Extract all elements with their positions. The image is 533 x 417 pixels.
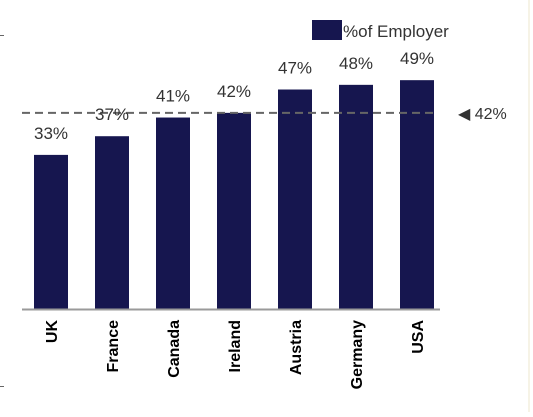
bar-germany xyxy=(339,85,373,309)
bar-ireland xyxy=(217,113,251,309)
category-label-ireland: Ireland xyxy=(227,320,244,372)
legend-label: %of Employer xyxy=(343,22,449,41)
category-label-austria: Austria xyxy=(288,320,305,375)
category-label-germany: Germany xyxy=(349,320,366,389)
legend-swatch xyxy=(312,20,342,40)
data-label-uk: 33% xyxy=(34,124,68,143)
data-label-canada: 41% xyxy=(156,87,190,106)
bar-france xyxy=(95,136,129,309)
category-label-usa: USA xyxy=(410,320,427,354)
page-edge-border xyxy=(528,0,530,412)
category-label-canada: Canada xyxy=(166,320,183,378)
category-label-france: France xyxy=(105,320,122,373)
category-label-uk: UK xyxy=(44,320,61,344)
left-edge-tick xyxy=(0,35,4,36)
bar-austria xyxy=(278,90,312,309)
data-label-france: 37% xyxy=(95,105,129,124)
data-label-germany: 48% xyxy=(339,54,373,73)
bar-usa xyxy=(400,80,434,309)
data-label-ireland: 42% xyxy=(217,82,251,101)
left-edge-tick xyxy=(0,386,4,387)
bar-uk xyxy=(34,155,68,309)
data-label-austria: 47% xyxy=(278,59,312,78)
reference-line-label: ◀ 42% xyxy=(458,106,507,123)
data-label-usa: 49% xyxy=(400,49,434,68)
bar-canada xyxy=(156,118,190,309)
